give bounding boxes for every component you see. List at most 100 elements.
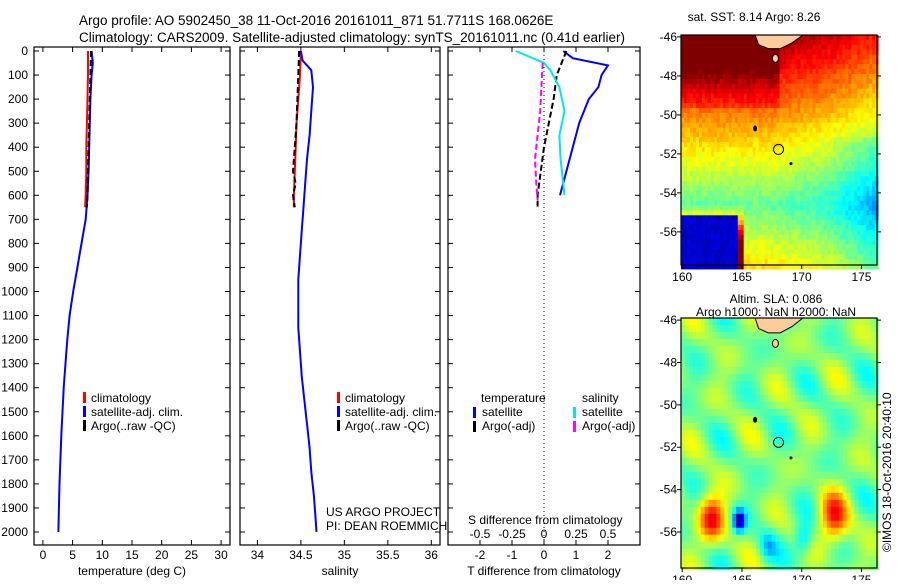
sst-cell bbox=[795, 167, 799, 172]
sla-cell bbox=[811, 472, 815, 480]
sla-cell bbox=[772, 381, 776, 389]
sla-cell bbox=[772, 542, 776, 550]
sla-cell bbox=[748, 458, 752, 466]
sla-cell bbox=[827, 521, 831, 529]
sst-cell bbox=[750, 84, 754, 89]
sst-cell bbox=[774, 259, 778, 264]
sst-cell bbox=[854, 171, 858, 176]
sst-cell bbox=[768, 215, 772, 220]
sst-cell bbox=[756, 64, 760, 69]
sla-cell bbox=[713, 479, 717, 487]
sst-cell bbox=[804, 103, 808, 108]
sst-cell bbox=[813, 79, 817, 84]
sst-cell bbox=[696, 123, 700, 128]
sla-cell bbox=[764, 437, 768, 445]
sst-cell bbox=[845, 220, 849, 225]
sla-cell bbox=[780, 563, 784, 571]
sst-cell bbox=[696, 240, 700, 245]
sst-cell bbox=[702, 59, 706, 64]
sla-cell bbox=[776, 395, 780, 403]
sla-cell bbox=[736, 479, 740, 487]
sla-cell bbox=[791, 486, 795, 494]
sst-cell bbox=[705, 157, 709, 162]
sst-cell bbox=[842, 128, 846, 133]
sst-cell bbox=[857, 162, 861, 167]
sla-cell bbox=[768, 339, 772, 347]
sst-cell bbox=[738, 45, 742, 50]
sla-cell bbox=[835, 423, 839, 431]
sla-cell bbox=[843, 346, 847, 354]
sst-cell bbox=[833, 230, 837, 235]
sst-cell bbox=[753, 259, 757, 264]
sst-cell bbox=[872, 167, 876, 172]
sst-cell bbox=[854, 55, 858, 60]
sst-cell bbox=[738, 113, 742, 118]
sst-cell bbox=[804, 245, 808, 250]
sst-cell bbox=[726, 113, 730, 118]
sst-cell bbox=[702, 235, 706, 240]
sst-cell bbox=[690, 230, 694, 235]
sst-cell bbox=[747, 89, 751, 94]
sst-cell bbox=[732, 152, 736, 157]
sst-cell bbox=[833, 113, 837, 118]
sst-cell bbox=[851, 45, 855, 50]
sst-cell bbox=[827, 235, 831, 240]
sst-cell bbox=[756, 84, 760, 89]
sla-cell bbox=[811, 500, 815, 508]
sst-cell bbox=[726, 245, 730, 250]
sst-cell bbox=[833, 225, 837, 230]
x-tick-label: -1 bbox=[507, 548, 518, 562]
sla-cell bbox=[784, 486, 788, 494]
sst-cell bbox=[738, 196, 742, 201]
sst-cell bbox=[786, 167, 790, 172]
sst-cell bbox=[801, 215, 805, 220]
sst-cell bbox=[813, 137, 817, 142]
sst-cell bbox=[842, 123, 846, 128]
sst-cell bbox=[684, 201, 688, 206]
sla-cell bbox=[760, 374, 764, 382]
sst-cell bbox=[690, 167, 694, 172]
sla-cell bbox=[795, 514, 799, 522]
sla-cell bbox=[843, 353, 847, 361]
sla-cell bbox=[799, 507, 803, 515]
sst-cell bbox=[729, 108, 733, 113]
sla-cell bbox=[799, 353, 803, 361]
sst-cell bbox=[827, 191, 831, 196]
sla-cell bbox=[831, 493, 835, 501]
sla-cell bbox=[780, 493, 784, 501]
sst-cell bbox=[768, 230, 772, 235]
sla-cell bbox=[803, 437, 807, 445]
sla-cell bbox=[764, 339, 768, 347]
sst-cell bbox=[687, 245, 691, 250]
sla-cell bbox=[705, 430, 709, 438]
sla-cell bbox=[776, 528, 780, 536]
sst-cell bbox=[747, 171, 751, 176]
sst-cell bbox=[690, 84, 694, 89]
sst-cell bbox=[747, 40, 751, 45]
sst-cell bbox=[753, 186, 757, 191]
sla-cell bbox=[764, 409, 768, 417]
sla-cell bbox=[803, 542, 807, 550]
sla-cell bbox=[740, 346, 744, 354]
sla-cell bbox=[819, 486, 823, 494]
sla-cell bbox=[799, 444, 803, 452]
sst-cell bbox=[711, 230, 715, 235]
sst-cell bbox=[795, 176, 799, 181]
sst-cell bbox=[795, 162, 799, 167]
sla-cell bbox=[835, 430, 839, 438]
sst-cell bbox=[702, 220, 706, 225]
sst-cell bbox=[726, 64, 730, 69]
sst-cell bbox=[833, 259, 837, 264]
sla-cell bbox=[819, 549, 823, 557]
sla-cell bbox=[807, 528, 811, 536]
sst-cell bbox=[768, 94, 772, 99]
sst-cell bbox=[833, 176, 837, 181]
sst-cell bbox=[738, 186, 742, 191]
sla-cell bbox=[788, 402, 792, 410]
sst-cell bbox=[848, 94, 852, 99]
sla-cell bbox=[799, 367, 803, 375]
sla-cell bbox=[823, 395, 827, 403]
sla-cell bbox=[835, 402, 839, 410]
sst-cell bbox=[842, 40, 846, 45]
sla-cell bbox=[728, 563, 732, 571]
